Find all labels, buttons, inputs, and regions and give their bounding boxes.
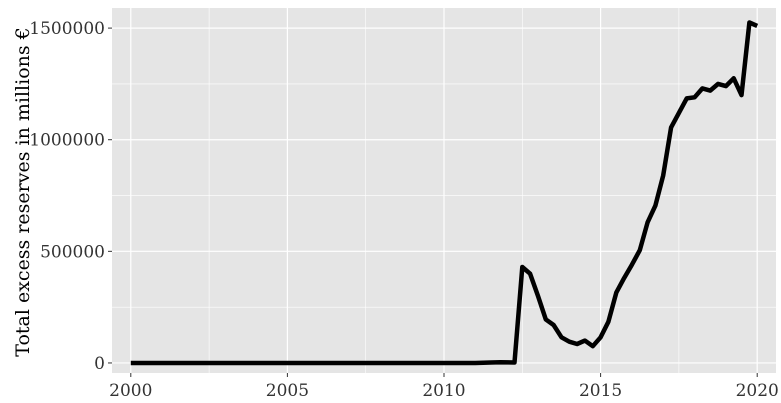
x-tick-label: 2015 [579,381,622,401]
y-tick-label: 1000000 [29,131,105,151]
y-tick-labels: 0 500000 1000000 1500000 [29,19,105,374]
y-axis-title: Total excess reserves in millions € [12,27,34,357]
x-tick-label: 2020 [736,381,779,401]
series-layer [130,20,759,366]
x-tick-label: 2005 [266,381,309,401]
x-tick-label: 2010 [422,381,465,401]
y-tick-label: 500000 [40,242,105,262]
axis-ticks [108,27,758,377]
series-line [130,20,759,366]
y-tick-label: 1500000 [29,19,105,39]
x-tick-label: 2000 [109,381,152,401]
x-tick-labels: 2000 2005 2010 2015 2020 [109,381,779,401]
y-tick-label: 0 [94,354,105,374]
